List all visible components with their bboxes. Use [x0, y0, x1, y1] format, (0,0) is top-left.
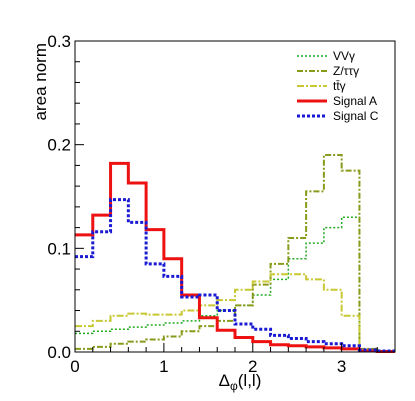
x-tick-label: 0: [70, 357, 79, 376]
y-tick-label: 0.0: [47, 343, 71, 362]
x-axis-label-main: Δ: [219, 371, 230, 390]
x-axis-label: Δφ(l,l): [219, 371, 262, 393]
legend-label-1: Z/ττγ: [333, 64, 359, 78]
x-tick-label: 2: [248, 357, 257, 376]
axis-ticks: [74, 40, 378, 353]
legend-label-2: tt̄γ: [333, 79, 346, 93]
tick-labels: 0 1 2 3 0.0 0.1 0.2 0.3: [47, 32, 346, 376]
legend-label-4: Signal C: [333, 109, 379, 123]
y-tick-label: 0.1: [47, 239, 71, 258]
x-axis-label-tail: (l,l): [238, 371, 262, 390]
x-axis-label-subscript: φ: [230, 379, 238, 393]
y-tick-label: 0.2: [47, 136, 71, 155]
legend-label-3: Signal A: [333, 94, 377, 108]
y-tick-label: 0.3: [47, 32, 71, 51]
x-tick-label: 1: [159, 357, 168, 376]
legend-label-0: VVγ: [333, 49, 355, 63]
series-line-1: [75, 154, 395, 352]
x-tick-label: 3: [337, 357, 346, 376]
y-axis-label: area norm: [31, 43, 50, 120]
